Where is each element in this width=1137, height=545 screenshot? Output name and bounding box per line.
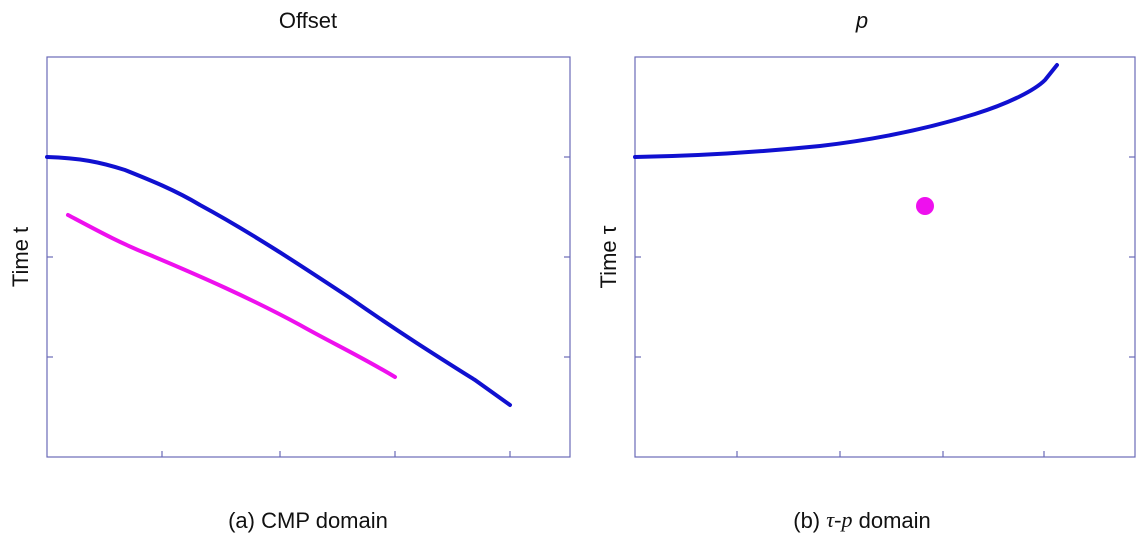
- plot-frame: [46, 56, 571, 458]
- y-axis-label: Time t: [8, 227, 33, 287]
- ticks: [47, 156, 570, 457]
- linear-event: [66, 213, 397, 379]
- y-axis-label: Time τ: [596, 225, 621, 288]
- panel-title: Offset: [279, 8, 337, 33]
- caption: (a) CMP domain: [228, 508, 388, 533]
- ticks: [635, 156, 1135, 457]
- panel-a: Offset Time t (a) CMP domain: [8, 8, 571, 533]
- panel-b: p Time τ (b) τ-p domain: [596, 8, 1136, 533]
- reflection-curve: [45, 155, 512, 407]
- panel-title: p: [855, 8, 868, 33]
- reflection-curve: [633, 63, 1059, 159]
- caption: (b) τ-p domain: [793, 507, 931, 533]
- linear-event-point: [916, 197, 934, 215]
- plot-frame: [634, 56, 1136, 458]
- caption-suffix: domain: [859, 508, 931, 533]
- caption-prefix: (b): [793, 508, 820, 533]
- caption-symbol: τ-p: [826, 507, 852, 532]
